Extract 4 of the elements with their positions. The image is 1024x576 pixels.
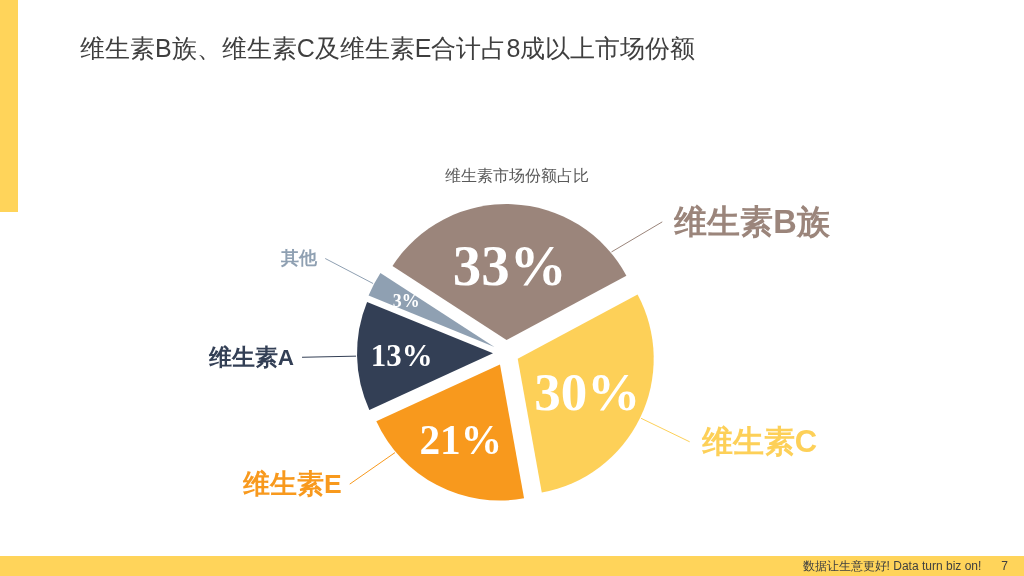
subtitle: 维生素市场份额占比 <box>445 166 589 184</box>
title: 维生素B族、维生素C及维生素E合计占8成以上市场份额 <box>80 34 696 62</box>
annotation: 数据让生意更好! Data turn biz on! <box>802 559 982 573</box>
annotation: 7 <box>1001 559 1008 573</box>
